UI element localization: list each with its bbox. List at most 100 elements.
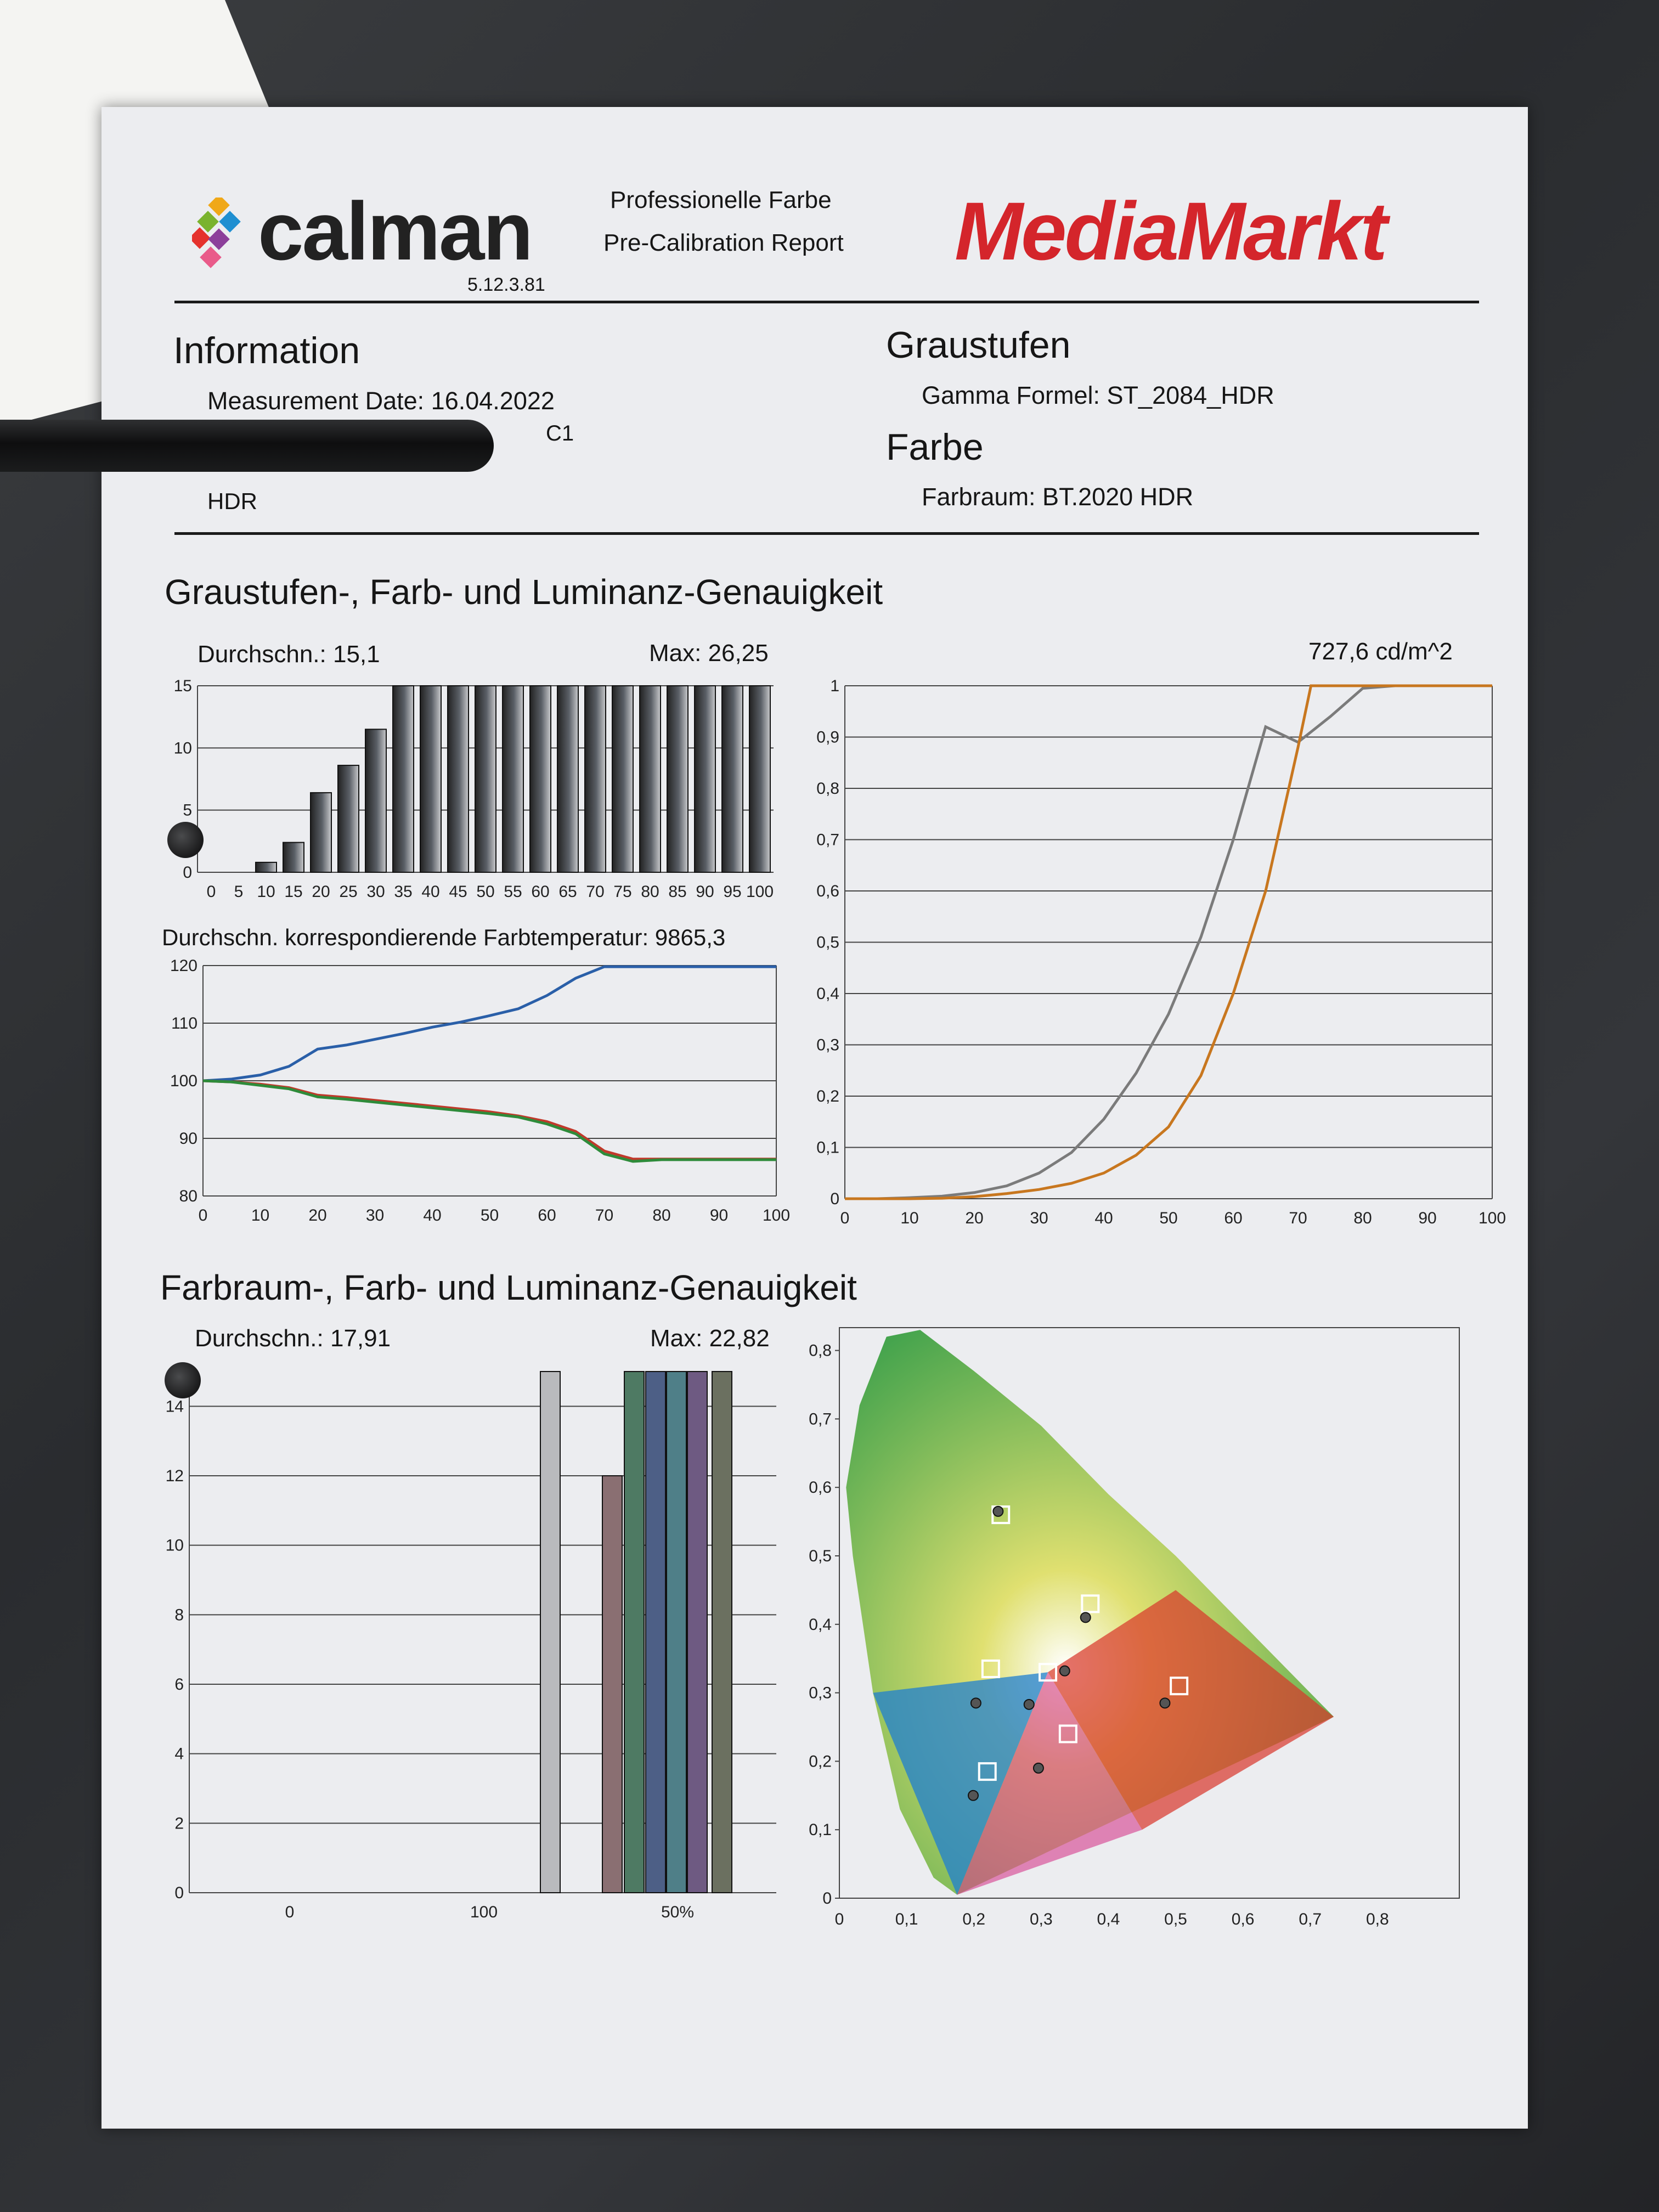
x-tick-label: 65 bbox=[558, 883, 577, 901]
y-tick-label: 0,7 bbox=[809, 1410, 832, 1428]
model-label: C1 bbox=[546, 421, 574, 445]
x-tick-label: 50 bbox=[1159, 1209, 1177, 1227]
measured-point bbox=[1032, 1762, 1044, 1774]
y-tick-label: 0,5 bbox=[809, 1547, 832, 1565]
pen bbox=[0, 420, 494, 472]
x-tick-label: 95 bbox=[723, 883, 741, 901]
bar bbox=[687, 1371, 708, 1893]
bar bbox=[721, 685, 743, 873]
y-tick-label: 0,6 bbox=[816, 882, 839, 900]
y-tick-label: 0,9 bbox=[816, 729, 839, 747]
information-title: Information bbox=[173, 330, 360, 371]
x-tick-label: 0 bbox=[207, 883, 216, 901]
target-marker bbox=[1170, 1677, 1189, 1696]
y-tick-label: 110 bbox=[171, 1014, 198, 1032]
measured-point bbox=[1159, 1697, 1171, 1709]
y-tick-label: 0,5 bbox=[816, 934, 839, 952]
x-tick-label: 80 bbox=[652, 1206, 670, 1224]
measured-point bbox=[970, 1697, 981, 1709]
x-tick-label: 70 bbox=[595, 1206, 613, 1224]
y-tick-label: 15 bbox=[174, 677, 192, 695]
bar bbox=[624, 1371, 645, 1893]
bar bbox=[602, 1475, 623, 1893]
x-tick-label: 50 bbox=[476, 883, 494, 901]
bar bbox=[712, 1371, 732, 1893]
y-tick-label: 90 bbox=[179, 1130, 198, 1148]
header-rule bbox=[174, 301, 1479, 303]
target-marker bbox=[1058, 1724, 1077, 1743]
target-eotf-line bbox=[845, 684, 1492, 1200]
peak-luminance: 727,6 cd/m^2 bbox=[1308, 638, 1453, 665]
x-tick-label: 0,2 bbox=[962, 1910, 985, 1928]
bar bbox=[540, 1371, 561, 1893]
green-series-line bbox=[202, 1079, 776, 1163]
bar bbox=[255, 861, 277, 873]
target-marker bbox=[981, 1659, 1000, 1678]
cct-average: Durchschn. korrespondierende Farbtempera… bbox=[162, 924, 726, 950]
x-tick-label: 70 bbox=[586, 883, 604, 901]
bar bbox=[475, 685, 496, 873]
measurement-date: Measurement Date: 16.04.2022 bbox=[207, 387, 555, 415]
bar bbox=[337, 765, 359, 873]
target-marker bbox=[991, 1505, 1011, 1525]
bar bbox=[639, 685, 661, 873]
x-tick-label: 20 bbox=[308, 1206, 326, 1224]
x-tick-label: 0,5 bbox=[1164, 1910, 1187, 1928]
x-tick-label: 85 bbox=[668, 883, 686, 901]
y-tick-label: 6 bbox=[174, 1675, 184, 1694]
y-tick-label: 10 bbox=[174, 739, 192, 757]
target-marker bbox=[978, 1762, 997, 1781]
x-tick-label: 50% bbox=[661, 1903, 694, 1921]
y-tick-label: 0,4 bbox=[816, 985, 839, 1003]
deltae-max: Max: 26,25 bbox=[649, 640, 769, 667]
x-tick-label: 100 bbox=[1479, 1209, 1506, 1227]
y-tick-label: 0,4 bbox=[809, 1616, 832, 1634]
bar bbox=[447, 685, 469, 873]
bar bbox=[529, 685, 551, 873]
y-tick-label: 0,3 bbox=[809, 1684, 832, 1702]
colorspace-average: Durchschn.: 17,91 bbox=[195, 1325, 391, 1352]
x-tick-label: 40 bbox=[423, 1206, 441, 1224]
x-tick-label: 90 bbox=[1418, 1209, 1436, 1227]
x-tick-label: 30 bbox=[366, 1206, 384, 1224]
bar bbox=[749, 685, 771, 873]
bar bbox=[310, 792, 332, 873]
y-tick-label: 0,7 bbox=[816, 831, 839, 849]
x-tick-label: 20 bbox=[965, 1209, 983, 1227]
eotf-chart: 00,10,20,30,40,50,60,70,80,910 10 20 30 40 50… bbox=[816, 677, 1506, 1227]
x-tick-label: 45 bbox=[449, 883, 467, 901]
farbe-title: Farbe bbox=[886, 426, 984, 468]
x-tick-label: 40 bbox=[421, 883, 439, 901]
x-tick-label: 5 bbox=[234, 883, 244, 901]
red-region bbox=[1048, 1590, 1334, 1830]
y-tick-label: 0,3 bbox=[816, 1036, 839, 1054]
y-tick-label: 0,6 bbox=[809, 1479, 832, 1497]
y-tick-label: 4 bbox=[174, 1745, 184, 1763]
x-tick-label: 0,3 bbox=[1030, 1910, 1053, 1928]
report-subtitle-2: Pre-Calibration Report bbox=[603, 229, 844, 256]
x-tick-label: 0 bbox=[199, 1206, 208, 1224]
x-tick-label: 80 bbox=[641, 883, 659, 901]
x-tick-label: 30 bbox=[1030, 1209, 1048, 1227]
deltae-average: Durchschn.: 15,1 bbox=[198, 641, 380, 668]
bar bbox=[612, 685, 634, 873]
bar bbox=[666, 1371, 687, 1893]
bar bbox=[694, 685, 716, 873]
colorspace-deltae-chart: 0 2 4 6 8 10 12 14 0 100 50% bbox=[166, 1371, 776, 1921]
x-tick-label: 100 bbox=[763, 1206, 790, 1224]
y-tick-label: 14 bbox=[166, 1397, 184, 1415]
y-tick-label: 0,2 bbox=[809, 1752, 832, 1770]
x-tick-label: 15 bbox=[284, 883, 302, 901]
magenta-region bbox=[957, 1672, 1142, 1895]
x-tick-label: 75 bbox=[613, 883, 631, 901]
mode-label: HDR bbox=[207, 488, 257, 514]
punch-hole bbox=[167, 822, 204, 858]
y-tick-label: 0 bbox=[822, 1889, 832, 1908]
x-tick-label: 0,7 bbox=[1299, 1910, 1322, 1928]
rgb-balance-chart: 80 90 100 110 120 0 10 20 30 40 50 60 70 80 90 100 bbox=[170, 957, 790, 1224]
x-tick-label: 25 bbox=[339, 883, 357, 901]
x-tick-label: 0,6 bbox=[1232, 1910, 1255, 1928]
bar bbox=[557, 685, 579, 873]
blue-series-line bbox=[202, 965, 776, 1082]
x-tick-label: 0 bbox=[840, 1209, 850, 1227]
